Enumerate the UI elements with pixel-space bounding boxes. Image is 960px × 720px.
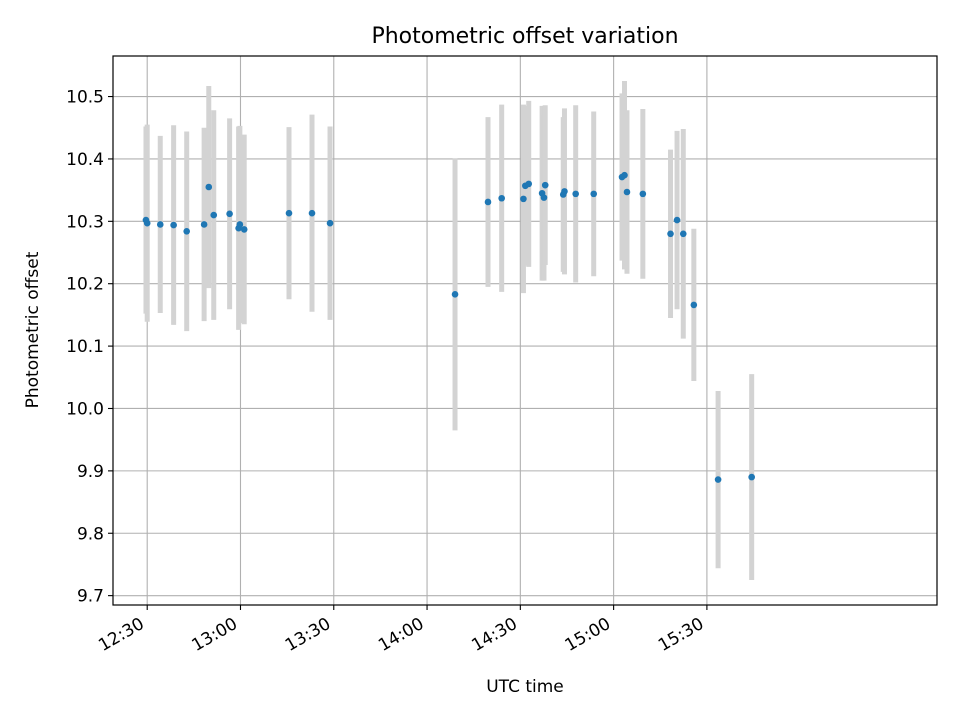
data-point	[326, 219, 334, 227]
data-point	[308, 209, 316, 217]
x-axis-label: UTC time	[486, 677, 564, 697]
y-tick-label: 9.7	[77, 587, 104, 607]
y-tick-label: 10.4	[66, 150, 104, 170]
y-axis-label: Photometric offset	[23, 251, 43, 408]
data-point	[205, 183, 213, 191]
data-point	[673, 216, 681, 224]
data-point	[240, 226, 248, 233]
data-point	[484, 198, 492, 206]
y-tick-label: 10.5	[66, 88, 104, 108]
data-point	[623, 188, 631, 196]
y-axis-ticks: 9.7 9.8 9.9 10.0 10.1 10.2 10.3 10.4 10.5	[66, 88, 113, 607]
data-point	[226, 210, 233, 218]
plot-area-frame	[112, 55, 938, 606]
data-point	[520, 195, 527, 203]
data-point	[156, 221, 164, 228]
data-points	[142, 171, 755, 483]
y-tick-label: 10.3	[66, 212, 104, 232]
data-point	[690, 301, 698, 309]
data-point	[525, 180, 533, 188]
data-point	[210, 211, 218, 219]
data-point	[200, 221, 208, 228]
data-point	[679, 230, 687, 238]
data-point	[639, 190, 647, 198]
data-point	[451, 291, 459, 298]
chart-title: Photometric offset variation	[371, 24, 678, 49]
data-point	[236, 221, 244, 228]
data-point	[561, 188, 568, 195]
data-point	[621, 171, 628, 179]
y-tick-label: 10.0	[66, 399, 104, 419]
data-point	[667, 230, 674, 238]
data-point	[572, 190, 579, 198]
data-point	[590, 190, 598, 198]
data-point	[748, 473, 755, 481]
data-point	[540, 194, 548, 201]
data-point	[714, 476, 722, 483]
y-tick-label: 9.9	[77, 462, 104, 482]
data-point	[498, 194, 505, 202]
data-point	[541, 181, 549, 189]
data-point	[183, 228, 190, 235]
y-tick-label: 9.8	[77, 524, 104, 544]
data-point	[285, 209, 293, 217]
y-tick-label: 10.1	[66, 337, 104, 357]
data-point	[170, 221, 177, 229]
data-point	[143, 219, 151, 227]
y-tick-label: 10.2	[66, 275, 104, 295]
